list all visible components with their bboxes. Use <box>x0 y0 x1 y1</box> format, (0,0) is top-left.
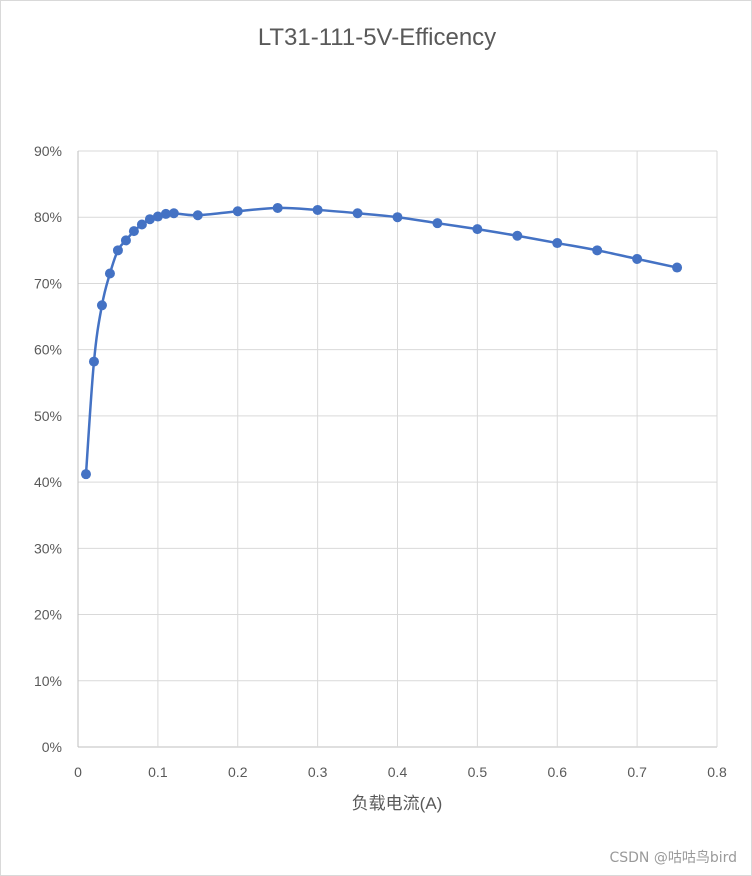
data-point <box>128 226 139 237</box>
y-tick-label: 50% <box>34 408 62 424</box>
x-tick-label: 0.5 <box>468 764 488 780</box>
data-point <box>472 224 483 235</box>
y-tick-label: 40% <box>34 474 62 490</box>
data-point <box>152 211 163 222</box>
data-point <box>352 208 363 219</box>
data-point <box>232 206 243 217</box>
y-tick-label: 10% <box>34 673 62 689</box>
grid-lines <box>77 150 718 748</box>
data-point <box>672 262 683 273</box>
x-tick-label: 0.8 <box>707 764 727 780</box>
data-point <box>88 356 99 367</box>
data-point <box>168 208 179 219</box>
data-point <box>112 245 123 256</box>
series-points <box>80 202 683 480</box>
data-point <box>144 214 155 225</box>
y-tick-label: 90% <box>34 143 62 159</box>
x-axis-title: 负载电流(A) <box>352 794 443 813</box>
data-point <box>392 212 403 223</box>
chart-title: LT31-111-5V-Efficency <box>258 24 496 51</box>
data-point <box>432 218 443 229</box>
data-point <box>96 300 107 311</box>
data-point <box>104 268 115 279</box>
y-tick-label: 60% <box>34 342 62 358</box>
data-point <box>552 238 563 249</box>
data-point <box>160 208 171 219</box>
data-point <box>136 219 147 230</box>
x-tick-label: 0.3 <box>308 764 328 780</box>
x-tick-label: 0.4 <box>388 764 408 780</box>
watermark-text: CSDN @咕咕鸟bird <box>609 850 737 866</box>
data-point <box>632 253 643 264</box>
x-tick-label: 0.6 <box>548 764 568 780</box>
data-point <box>312 204 323 215</box>
x-tick-label: 0.7 <box>627 764 647 780</box>
data-point <box>192 210 203 221</box>
tick-labels: 0% 10% 20% 30% 40% 50% 60% 70% 80% 90% 0 0.1 0.2 0.3 0… <box>34 143 727 780</box>
data-point <box>512 230 523 241</box>
data-point <box>120 235 131 246</box>
data-point <box>592 245 603 256</box>
y-tick-label: 70% <box>34 275 62 291</box>
data-point <box>80 469 91 480</box>
x-tick-label: 0.2 <box>228 764 248 780</box>
x-tick-label: 0 <box>74 764 82 780</box>
y-tick-label: 30% <box>34 540 62 556</box>
y-tick-label: 80% <box>34 209 62 225</box>
x-tick-label: 0.1 <box>148 764 168 780</box>
y-tick-label: 0% <box>42 739 62 755</box>
series-line <box>84 206 678 475</box>
y-tick-label: 20% <box>34 607 62 623</box>
data-point <box>272 202 283 213</box>
